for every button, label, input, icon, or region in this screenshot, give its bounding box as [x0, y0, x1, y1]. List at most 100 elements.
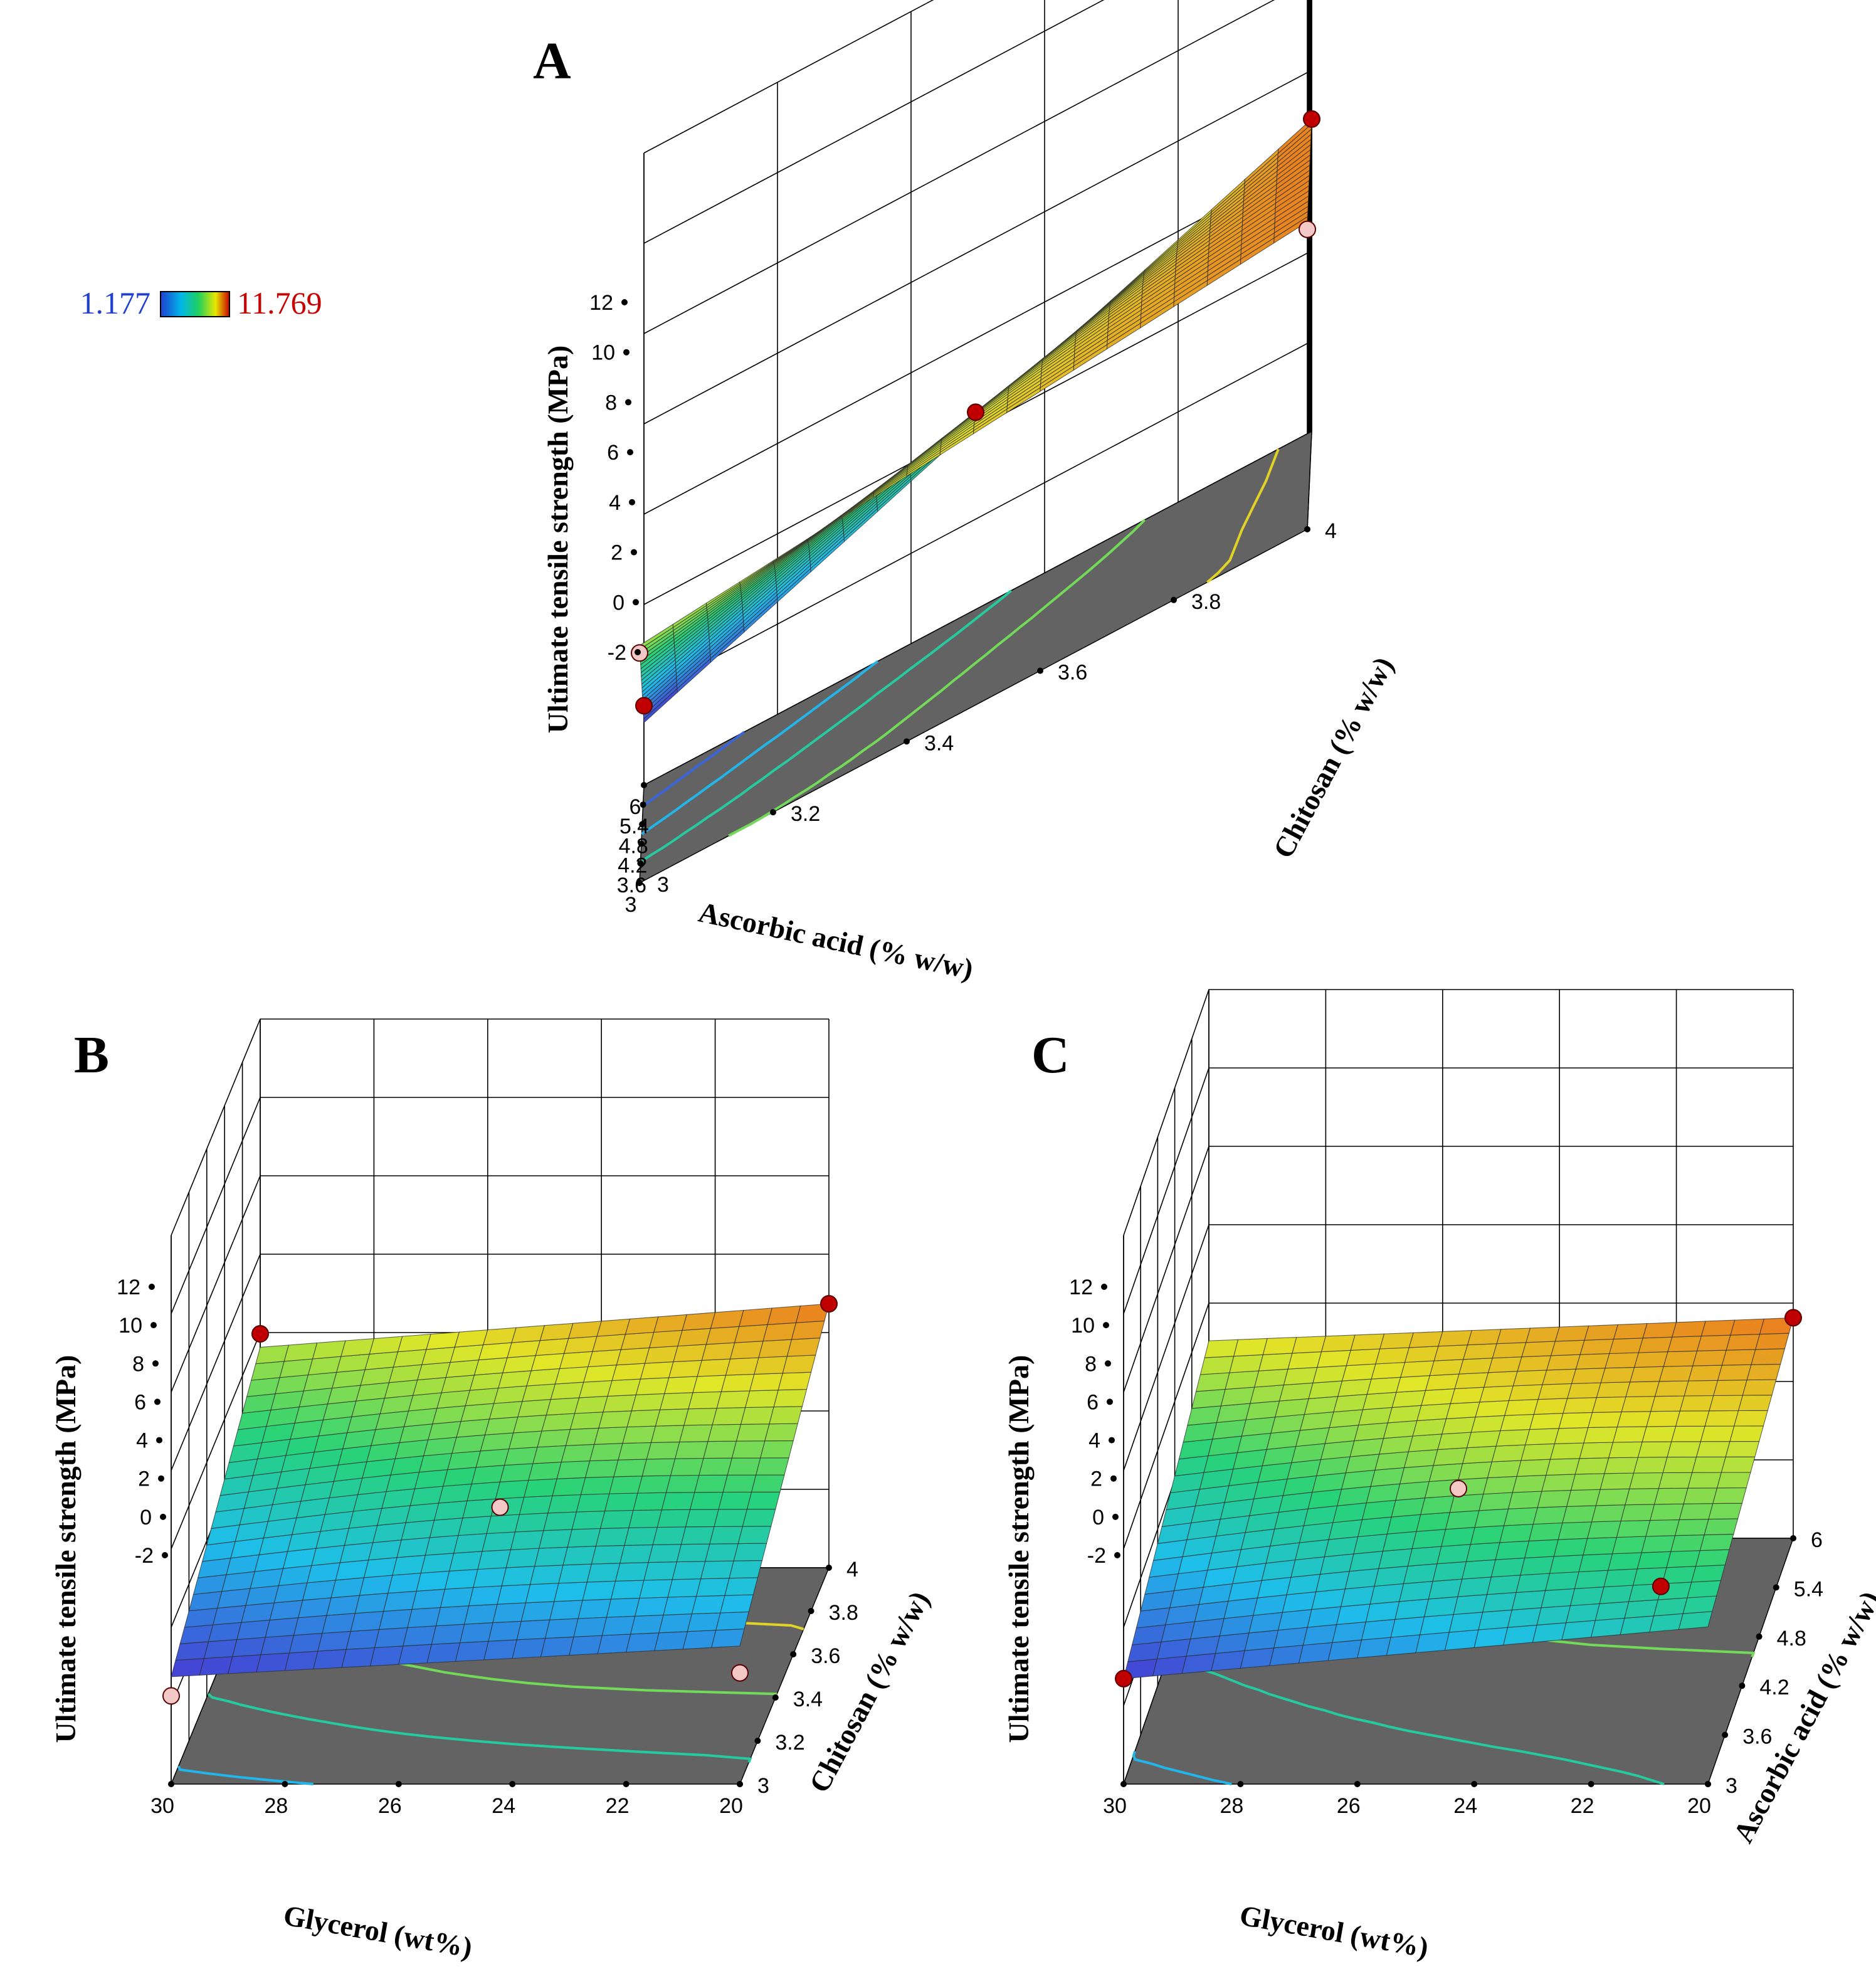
surface-cell: [1378, 1548, 1413, 1570]
z-tick-mark: [1105, 1360, 1111, 1367]
surface-cell: [1575, 1353, 1610, 1370]
surface-cell: [1298, 1642, 1333, 1664]
surface-cell: [529, 1565, 564, 1585]
surface-cell: [522, 1383, 556, 1402]
surface-cell: [1320, 1334, 1356, 1353]
surface-cell: [1734, 1410, 1768, 1427]
wall-gridline: [1123, 1067, 1793, 1314]
wall-gridline: [1123, 989, 1793, 1236]
design-point: [1784, 1309, 1802, 1327]
surface-cell: [749, 1373, 784, 1392]
surface-cell: [635, 1597, 668, 1617]
surface-cell: [633, 1492, 667, 1511]
surface-cell: [596, 1318, 631, 1337]
surface-cell: [672, 1561, 706, 1580]
wall-gridline: [643, 0, 934, 154]
surface-cell: [297, 1597, 332, 1619]
surface-cell: [1550, 1339, 1585, 1356]
surface-cell: [1504, 1507, 1538, 1526]
surface-cell: [468, 1585, 503, 1607]
surface-cell: [588, 1349, 622, 1368]
surface-cell: [604, 1492, 638, 1512]
surface-cell: [1470, 1525, 1505, 1545]
x-tick-label: 28: [264, 1794, 288, 1818]
surface-cell: [507, 1340, 541, 1358]
surface-cell: [689, 1491, 724, 1510]
surface-cell: [683, 1408, 718, 1426]
z-tick-mark: [1103, 1322, 1109, 1329]
surface-cell: [367, 1540, 402, 1561]
surface-cell: [755, 1457, 789, 1476]
surface-cell: [1578, 1553, 1613, 1573]
x-axis: 30 28 26 24 22 20: [150, 1781, 743, 1818]
surface-cell: [1546, 1354, 1581, 1371]
y-axis: 3 3.2 3.4 3.6 3.8 4: [636, 519, 1337, 897]
y-tick-label: 5.4: [1794, 1577, 1823, 1601]
panel-a-label: A: [533, 32, 571, 90]
surface-cell: [1374, 1565, 1409, 1587]
surface-cell: [1716, 1472, 1751, 1489]
surface-cell: [378, 1608, 413, 1630]
surface-cell: [1574, 1457, 1610, 1475]
y-tick-label: 3.6: [1058, 661, 1087, 685]
legend-min-label: 1.177: [80, 285, 151, 320]
surface-cell: [374, 1627, 408, 1649]
surface-cell: [1458, 1358, 1494, 1375]
surface-cell: [401, 1519, 435, 1541]
surface-cell: [1379, 1332, 1414, 1350]
surface-cell: [1229, 1354, 1264, 1373]
z-tick-label: 6: [1087, 1390, 1099, 1414]
surface-cell: [1240, 1647, 1275, 1669]
x-axis: 30 28 26 24 22 20: [1103, 1781, 1711, 1818]
surface-cell: [680, 1526, 715, 1545]
response-surface: [171, 1303, 830, 1677]
surface-cell: [549, 1600, 583, 1620]
surface-cell: [782, 1355, 816, 1374]
y-axis-label: Chitosan (% w/w): [1267, 652, 1399, 864]
y-tick-label: 3.8: [1191, 590, 1221, 614]
design-points: [1115, 1309, 1802, 1688]
y-tick-label: 3.8: [829, 1601, 858, 1625]
surface-cell: [1662, 1456, 1697, 1474]
surface-cell: [1262, 1337, 1297, 1355]
surface-cell: [1542, 1368, 1577, 1385]
surface-cell: [364, 1351, 399, 1370]
x-tick-mark: [1120, 1781, 1127, 1787]
surface-cell: [1684, 1380, 1719, 1397]
z-tick-mark: [154, 1398, 161, 1405]
surface-cell: [543, 1511, 577, 1531]
x-tick-mark: [509, 1781, 516, 1787]
x-tick-mark: [640, 801, 646, 808]
surface-cell: [582, 1580, 616, 1601]
surface-cell: [1407, 1546, 1442, 1567]
surface-cell: [1604, 1457, 1639, 1474]
surface-cell: [628, 1509, 663, 1528]
surface-cell: [1583, 1536, 1618, 1556]
surface-cell: [455, 1640, 489, 1662]
surface-cell: [175, 1641, 209, 1661]
surface-cell: [1700, 1425, 1735, 1442]
surface-cell: [1403, 1449, 1438, 1469]
surface-cell: [1667, 1336, 1702, 1353]
surface-cell: [369, 1336, 403, 1355]
surface-cell: [1629, 1472, 1663, 1489]
surface-cell: [1445, 1510, 1480, 1530]
y-tick-mark: [1756, 1633, 1763, 1640]
surface-cell: [512, 1637, 546, 1659]
surface-cell: [260, 1635, 295, 1656]
y-tick-label: 3: [657, 873, 669, 897]
surface-cell: [1616, 1519, 1651, 1538]
y-axis: 3 3.6 4.2 4.8 5.4 6: [1705, 1528, 1823, 1798]
surface-cell: [1533, 1398, 1568, 1415]
surface-cell: [754, 1356, 788, 1375]
surface-cell: [1545, 1571, 1579, 1591]
surface-cell: [1742, 1379, 1777, 1396]
surface-cell: [601, 1615, 636, 1636]
surface-cell: [411, 1588, 446, 1610]
surface-cell: [1450, 1387, 1485, 1404]
surface-cell: [1503, 1624, 1537, 1645]
surface-cell: [1653, 1597, 1688, 1617]
surface-cell: [1595, 1488, 1630, 1506]
y-tick-label: 6: [1811, 1528, 1823, 1552]
